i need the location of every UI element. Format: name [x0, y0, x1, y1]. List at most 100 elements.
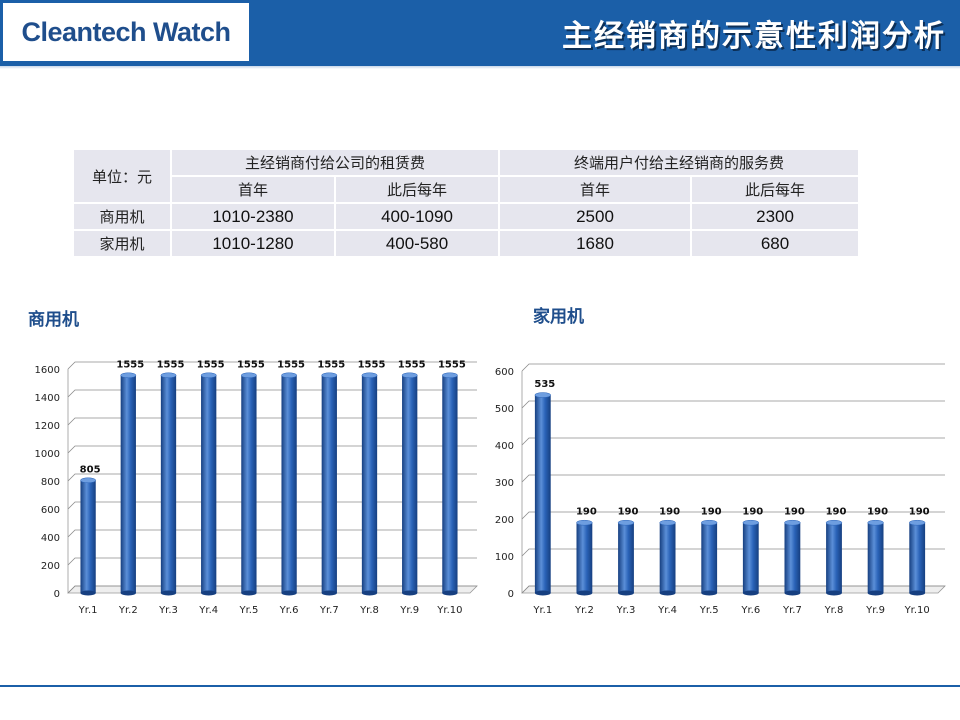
- bar-top: [80, 477, 96, 484]
- bar-top: [442, 372, 458, 379]
- table-subheader-row: 首年 此后每年 首年 此后每年: [74, 177, 859, 202]
- data-label: 535: [534, 379, 555, 390]
- y-tick-label: 1400: [35, 393, 60, 404]
- bar-base: [659, 590, 676, 596]
- table-cell: 1010-2380: [172, 204, 334, 229]
- bar-base: [576, 590, 593, 596]
- table-row: 商用机 1010-2380 400-1090 2500 2300: [74, 204, 859, 229]
- bar: [160, 375, 177, 593]
- y-tick-label: 1600: [35, 365, 60, 376]
- table-row: 家用机 1010-1280 400-580 1680 680: [74, 231, 859, 256]
- bar-top: [576, 519, 593, 526]
- bar-base: [618, 590, 634, 596]
- bar-top: [321, 372, 338, 379]
- bar: [281, 375, 297, 593]
- data-label: 1555: [277, 359, 305, 370]
- bar: [402, 375, 418, 593]
- bar-top: [867, 519, 884, 526]
- data-label: 1555: [438, 359, 466, 370]
- bar-top: [617, 519, 635, 526]
- gridline: [521, 437, 945, 446]
- y-tick-label: 200: [41, 561, 60, 572]
- gridline: [521, 363, 945, 372]
- x-tick-label: Yr.4: [198, 605, 218, 616]
- gridline: [67, 417, 477, 426]
- bar-top: [784, 519, 801, 526]
- data-label: 1555: [398, 359, 426, 370]
- header-bar: Cleantech Watch 主经销商的示意性利润分析: [0, 0, 960, 66]
- bar-base: [442, 590, 458, 596]
- y-tick-label: 600: [495, 367, 514, 378]
- bar: [784, 522, 801, 593]
- table-cell: 680: [692, 231, 859, 256]
- y-tick-label: 500: [495, 404, 514, 415]
- table-header-row: 单位：元 主经销商付给公司的租赁费 终端用户付给主经销商的服务费: [74, 150, 859, 202]
- bar: [534, 395, 551, 593]
- subheader-cell: 此后每年: [692, 177, 859, 202]
- gridline: [67, 585, 477, 594]
- bar-base: [80, 590, 96, 596]
- bar-base: [402, 590, 418, 596]
- bar-top: [825, 519, 843, 526]
- x-tick-label: Yr.6: [740, 605, 760, 616]
- data-label: 190: [618, 507, 639, 518]
- header-divider: [0, 66, 960, 69]
- footer-divider: [0, 685, 960, 687]
- bar: [361, 375, 378, 593]
- bar-top: [120, 372, 137, 379]
- bar-base: [281, 590, 297, 596]
- table-cell: 400-580: [336, 231, 499, 256]
- x-tick-label: Yr.10: [904, 605, 930, 616]
- bar-base: [784, 590, 801, 596]
- table-cell: 400-1090: [336, 204, 499, 229]
- data-label: 1555: [237, 359, 265, 370]
- table-cell: 1680: [500, 231, 691, 256]
- y-tick-label: 1200: [35, 421, 60, 432]
- gridline: [67, 389, 477, 398]
- y-tick-label: 400: [41, 533, 60, 544]
- bar-base: [361, 590, 378, 596]
- bar: [80, 480, 96, 593]
- unit-label: 单位：元: [74, 150, 170, 202]
- subheader-cell: 此后每年: [336, 177, 499, 202]
- data-label: 1555: [358, 359, 386, 370]
- bar: [867, 522, 884, 593]
- x-tick-label: Yr.5: [699, 605, 719, 616]
- gridline: [67, 361, 477, 370]
- data-label: 1555: [157, 359, 185, 370]
- gridline: [67, 445, 477, 454]
- bar-top: [701, 519, 718, 526]
- bar-base: [826, 590, 842, 596]
- data-label: 190: [701, 507, 722, 518]
- bar: [576, 522, 593, 593]
- data-label: 190: [576, 507, 597, 518]
- row-label: 商用机: [74, 204, 170, 229]
- y-tick-label: 1000: [35, 449, 60, 460]
- bar: [826, 522, 842, 593]
- bar: [659, 522, 676, 593]
- x-tick-label: Yr.5: [238, 605, 258, 616]
- table-cell: 1010-1280: [172, 231, 334, 256]
- gridline: [67, 557, 477, 566]
- bar-top: [659, 519, 676, 526]
- x-tick-label: Yr.1: [78, 605, 98, 616]
- bar: [241, 375, 257, 593]
- x-tick-label: Yr.3: [616, 605, 636, 616]
- data-label: 1555: [197, 359, 225, 370]
- group-header-service: 终端用户付给主经销商的服务费: [500, 150, 859, 175]
- bar-base: [160, 590, 177, 596]
- x-tick-label: Yr.6: [279, 605, 299, 616]
- bar-base: [120, 590, 136, 596]
- data-label: 190: [742, 507, 763, 518]
- gridline: [67, 473, 477, 482]
- bar-base: [201, 590, 217, 596]
- y-tick-label: 200: [495, 515, 514, 526]
- bar: [321, 375, 337, 593]
- bar: [442, 375, 458, 593]
- x-tick-label: Yr.9: [399, 605, 419, 616]
- x-tick-label: Yr.7: [782, 605, 802, 616]
- bar-base: [867, 590, 884, 596]
- bar-base: [701, 590, 718, 596]
- page-title: 主经销商的示意性利润分析: [562, 19, 946, 54]
